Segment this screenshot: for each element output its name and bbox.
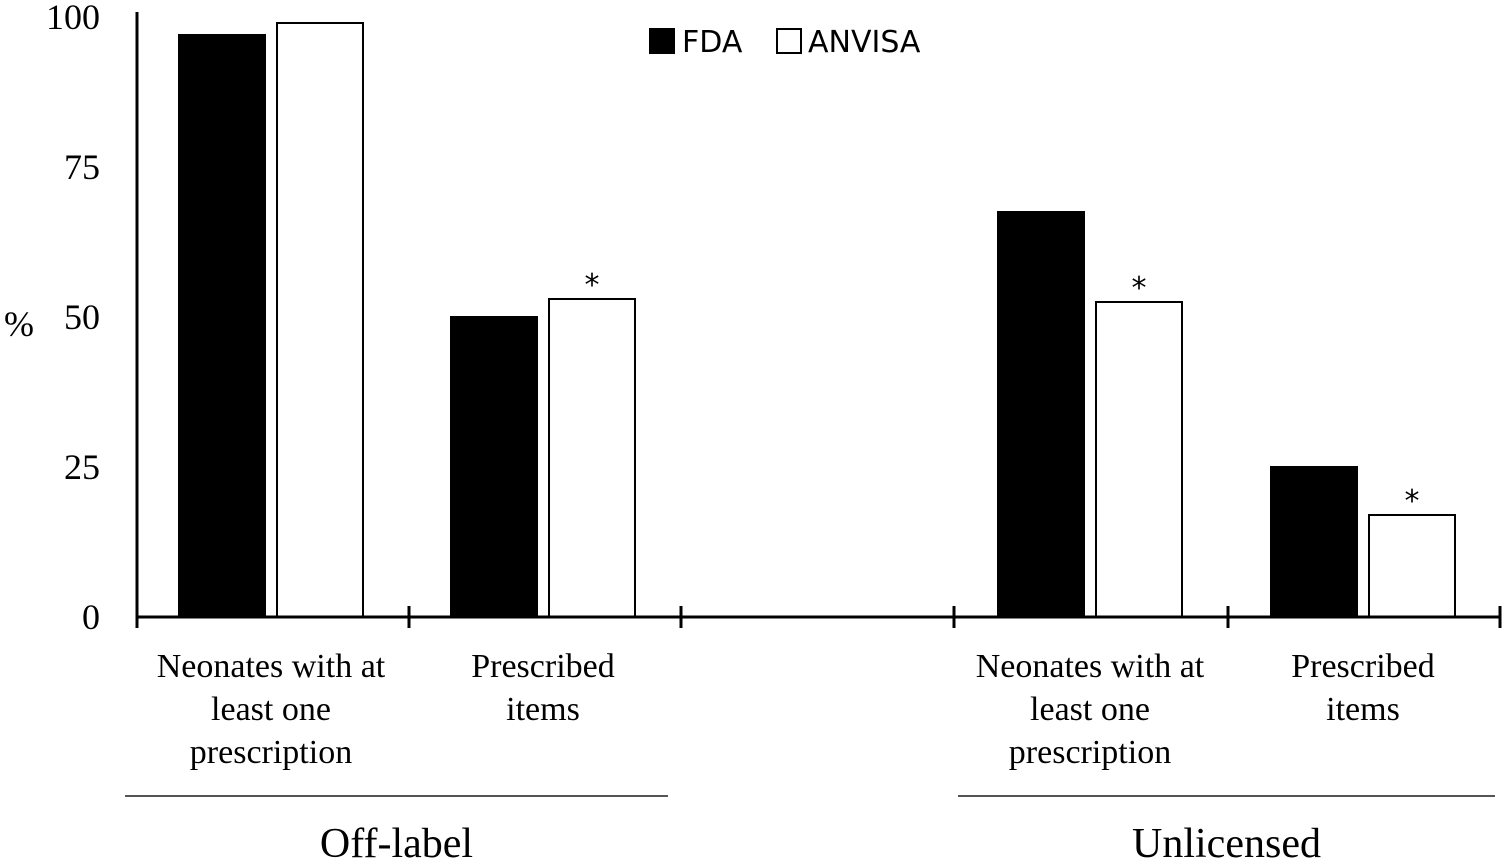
bar-anvisa [1095, 301, 1183, 618]
group-label: Off-label [320, 821, 473, 865]
category-label: Prescribed [471, 648, 615, 685]
significance-marker: * [1405, 484, 1420, 519]
bar-anvisa [1368, 514, 1456, 618]
category-label: Neonates with at [976, 648, 1205, 685]
category-label: prescription [1009, 734, 1171, 771]
bar-fda [997, 211, 1085, 618]
legend-label-anvisa: ANVISA [808, 25, 921, 60]
bar-anvisa [276, 22, 364, 618]
category-label: items [506, 691, 580, 728]
bar-anvisa [548, 298, 636, 618]
category-label: least one [211, 691, 331, 728]
y-tick-label: 25 [64, 447, 100, 487]
bar-fda [450, 316, 538, 618]
bar-fda [1270, 466, 1358, 618]
bars: * * * [178, 22, 1456, 618]
legend-swatch-anvisa [776, 28, 802, 54]
y-tick-label: 50 [64, 297, 100, 337]
legend-label-fda: FDA [682, 25, 743, 60]
y-tick-label: 100 [46, 0, 100, 37]
y-axis-label: % [4, 304, 34, 344]
category-label: least one [1030, 691, 1150, 728]
category-label: items [1326, 691, 1400, 728]
significance-marker: * [585, 268, 600, 303]
x-axis: Neonates with at least one prescription Pre… [125, 606, 1502, 865]
y-tick-label: 75 [64, 147, 100, 187]
y-tick-label: 0 [82, 597, 100, 637]
significance-marker: * [1132, 271, 1147, 306]
category-label: Neonates with at [157, 648, 386, 685]
group-label: Unlicensed [1132, 821, 1321, 865]
category-label: Prescribed [1291, 648, 1435, 685]
category-label: prescription [190, 734, 352, 771]
legend-swatch-fda [649, 28, 675, 54]
y-axis: 0 25 50 75 100% [4, 0, 139, 637]
bar-fda [178, 34, 266, 618]
legend: FDA ANVISA [649, 25, 921, 60]
